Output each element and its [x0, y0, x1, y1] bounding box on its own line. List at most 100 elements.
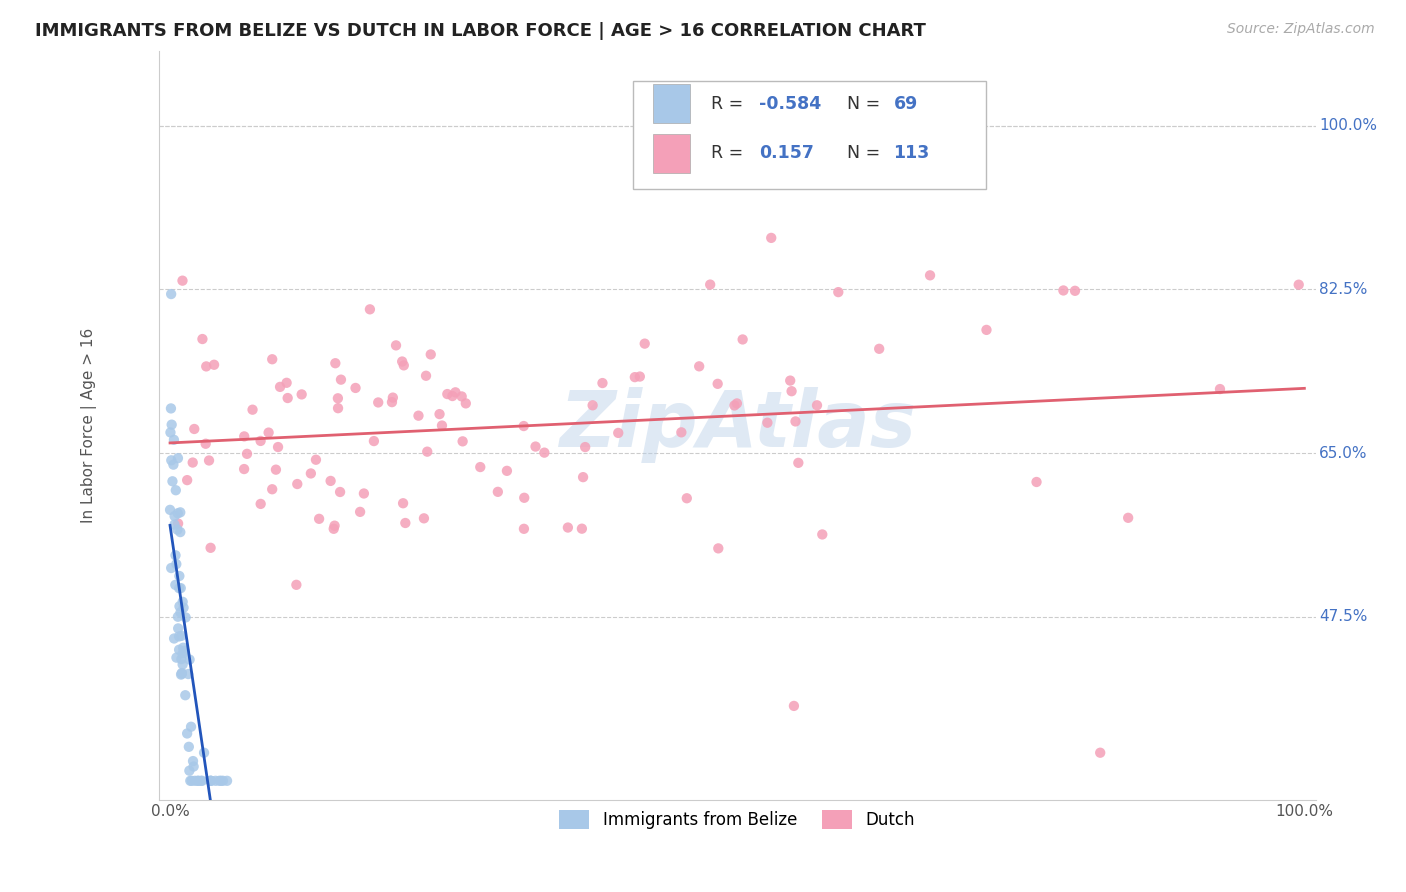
Point [169, 606, 191, 620]
Point [181, 456, 204, 470]
Point [381, 395, 404, 409]
Point [249, 497, 271, 511]
Text: 47.5%: 47.5% [1319, 609, 1368, 624]
Point [200, 773, 222, 788]
Point [513, 522, 536, 536]
Point [169, 525, 191, 540]
Point [159, 503, 181, 517]
Text: IMMIGRANTS FROM BELIZE VS DUTCH IN LABOR FORCE | AGE > 16 CORRELATION CHART: IMMIGRANTS FROM BELIZE VS DUTCH IN LABOR… [35, 22, 927, 40]
Point [179, 764, 201, 778]
Point [173, 600, 195, 615]
Point [172, 595, 194, 609]
Point [170, 666, 193, 681]
Text: -0.584: -0.584 [759, 95, 821, 113]
Point [436, 387, 458, 401]
Point [170, 581, 193, 595]
Point [215, 773, 238, 788]
Point [160, 453, 183, 467]
Point [756, 416, 779, 430]
Point [165, 578, 187, 592]
Point [581, 398, 603, 412]
Point [169, 599, 191, 614]
Point [174, 610, 197, 624]
Point [785, 414, 807, 428]
Point [780, 384, 803, 399]
Point [177, 667, 200, 681]
Point [628, 369, 651, 384]
Point [779, 374, 801, 388]
Point [163, 433, 186, 447]
Point [413, 511, 436, 525]
Point [165, 483, 187, 498]
Point [172, 647, 194, 661]
Point [918, 268, 941, 283]
Point [167, 609, 190, 624]
Text: N =: N = [848, 95, 886, 113]
Text: In Labor Force | Age > 16: In Labor Force | Age > 16 [82, 327, 97, 523]
Point [179, 652, 201, 666]
Point [394, 516, 416, 530]
Point [176, 473, 198, 487]
Point [173, 644, 195, 658]
Text: 82.5%: 82.5% [1319, 282, 1368, 297]
Point [607, 425, 630, 440]
Point [591, 376, 613, 390]
Point [571, 522, 593, 536]
Point [329, 485, 352, 500]
Point [1288, 277, 1310, 292]
Point [193, 746, 215, 760]
Point [180, 720, 202, 734]
Point [699, 277, 721, 292]
Point [349, 505, 371, 519]
Point [486, 484, 509, 499]
Point [177, 739, 200, 754]
Point [160, 287, 183, 301]
Text: 0.157: 0.157 [759, 145, 814, 162]
Point [363, 434, 385, 448]
Point [1052, 284, 1074, 298]
Point [326, 401, 349, 416]
Point [299, 467, 322, 481]
Point [169, 569, 191, 583]
Point [202, 358, 225, 372]
Point [512, 419, 534, 434]
Point [450, 389, 472, 403]
Point [533, 445, 555, 459]
Point [305, 452, 328, 467]
Text: 65.0%: 65.0% [1319, 446, 1368, 460]
Point [172, 640, 194, 655]
Point [725, 396, 748, 410]
Point [731, 333, 754, 347]
Point [572, 470, 595, 484]
Point [174, 688, 197, 702]
Point [160, 401, 183, 416]
Point [159, 425, 181, 440]
Point [761, 231, 783, 245]
Point [359, 302, 381, 317]
Point [233, 429, 256, 443]
Text: R =: R = [710, 95, 748, 113]
Point [1090, 746, 1112, 760]
Point [326, 392, 349, 406]
Point [262, 352, 284, 367]
Point [233, 462, 256, 476]
Point [167, 629, 190, 643]
Point [269, 380, 291, 394]
Point [212, 773, 235, 788]
Point [242, 402, 264, 417]
Point [183, 759, 205, 773]
FancyBboxPatch shape [633, 80, 986, 189]
Point [163, 509, 186, 524]
Point [160, 561, 183, 575]
Point [574, 440, 596, 454]
Point [170, 665, 193, 680]
Point [976, 323, 998, 337]
Point [285, 477, 308, 491]
Point [391, 354, 413, 368]
Point [353, 486, 375, 500]
Text: 113: 113 [893, 145, 929, 162]
Text: 69: 69 [893, 95, 918, 113]
Point [470, 460, 492, 475]
Point [392, 359, 415, 373]
Point [167, 621, 190, 635]
